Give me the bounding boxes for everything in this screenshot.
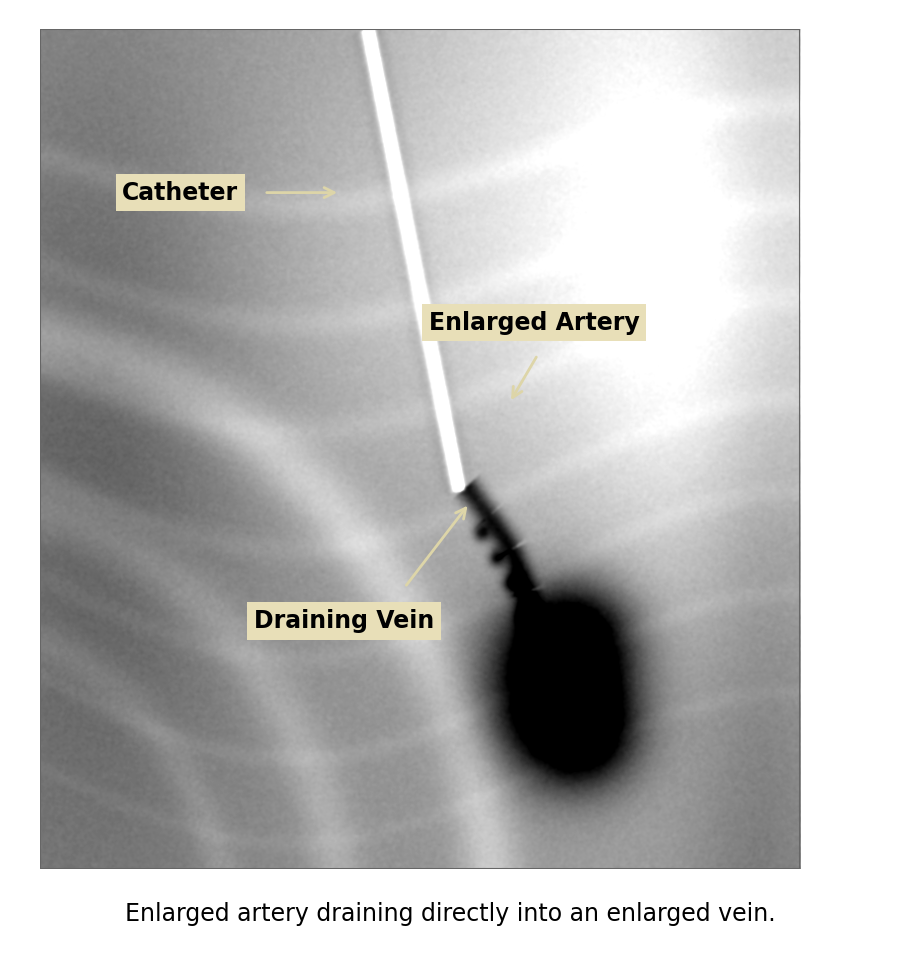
Text: Enlarged Artery: Enlarged Artery	[428, 311, 639, 335]
Text: Enlarged artery draining directly into an enlarged vein.: Enlarged artery draining directly into a…	[125, 902, 775, 925]
Text: Draining Vein: Draining Vein	[254, 609, 434, 633]
Text: Catheter: Catheter	[122, 180, 238, 204]
